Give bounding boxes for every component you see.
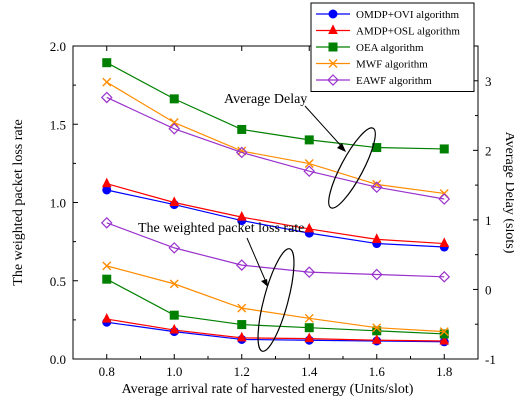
series-triangle [101,177,450,345]
series-x [102,77,449,337]
legend-label: OEA algorithm [356,42,424,54]
delay-point [169,118,179,128]
delay-line [106,183,445,245]
legend-marker [328,9,338,19]
legend-label: MWF algorithm [356,59,428,71]
annotations: Average Delay The weighted packet loss r… [138,92,376,352]
loss-rate-point [169,279,179,289]
delay-point [237,124,247,134]
loss-rate-point [439,334,450,345]
delay-point [304,222,315,233]
delay-point [236,210,247,221]
x-tick-label: 1.6 [369,364,386,379]
loss-rate-point [372,323,382,333]
loss-rate-arrow [246,237,267,283]
delay-line [106,189,445,248]
y2-axis-title: Average Delay (slots) [502,132,514,254]
loss-rate-point [304,323,314,333]
legend-marker [328,42,338,52]
loss-rate-line [106,318,445,342]
loss-rate-point [304,332,315,343]
loss-rate-point [169,323,180,334]
y-tick-label: 2.0 [50,39,66,54]
y2-tick-label: 3 [485,74,492,89]
loss-rate-point [100,216,113,229]
loss-rate-point [102,274,112,284]
x-tick-label: 1.0 [166,364,182,379]
x-axis-title: Average arrival rate of harvested energy… [122,382,414,397]
legend-label: AMDP+OSL algorithm [356,26,460,38]
delay-point [168,122,181,135]
y2-tick-label: 2 [485,143,492,158]
loss-rate-line [106,222,445,278]
loss-rate-point [236,331,247,342]
y2-tick-label: 0 [485,282,492,297]
y2-tick-label: 1 [485,213,492,228]
loss-rate-point [237,303,247,313]
delay-point [439,237,450,248]
delay-point [370,181,383,194]
delay-line [106,96,445,200]
delay-arrowhead [337,143,346,152]
legend-marker [328,59,338,68]
loss-rate-point [235,259,248,271]
y-tick-label: 0.0 [50,352,66,367]
delay-point [169,196,180,206]
legend-label: EAWF algorithm [356,75,432,87]
loss-rate-point [169,310,179,320]
delay-point [102,58,112,68]
delay-point [169,94,179,104]
annotation-average-delay: Average Delay [224,92,307,107]
delay-point [371,233,382,243]
series-diamond [100,91,451,283]
delay-point [100,91,113,104]
delay-point [304,135,314,145]
legend-marker [328,24,338,34]
loss-rate-point [237,320,247,330]
delay-ellipse [328,127,376,209]
delay-point [102,77,112,87]
loss-rate-point [370,268,383,281]
y-tick-label: 1.5 [50,117,66,132]
y-tick-label: 1.0 [50,196,66,211]
delay-point [303,165,316,178]
loss-rate-point [371,334,382,344]
y-axis-title: The weighted packet loss rate [11,119,26,285]
loss-rate-point [303,266,316,278]
loss-rate-arrowhead [261,279,268,287]
x-tick-label: 0.8 [99,364,115,379]
x-tick-label: 1.8 [436,364,452,379]
annotation-loss-rate: The weighted packet loss rate [138,221,304,236]
delay-point [235,146,248,159]
delay-point [304,159,314,169]
loss-rate-line [106,278,445,335]
legend-label: OMDP+OVI algorithm [356,9,460,21]
delay-arrow [304,105,344,149]
loss-rate-point [439,327,449,337]
delay-point [101,177,112,188]
loss-rate-point [438,270,451,283]
axes: 0.8 1.0 1.2 1.4 1.6 1.8 0.0 0.5 1.0 1.5 2.0 -1 0 1 2 3 A… [11,39,514,397]
loss-rate-point [439,329,449,339]
loss-rate-line [106,321,445,343]
y-tick-label: 0.5 [50,274,66,289]
loss-rate-point [168,242,181,254]
x-tick-label: 1.2 [234,364,250,379]
loss-rate-point [101,312,112,323]
legend: OMDP+OVI algorithm AMDP+OSL algorithm OEA … [310,2,475,92]
legend-marker [327,74,339,86]
loss-rate-line [106,265,445,333]
delay-point [438,193,451,205]
loss-rate-ellipse [257,248,295,352]
delay-line [106,62,445,150]
delay-line [106,81,445,195]
loss-rate-point [102,261,112,271]
series-group [100,58,451,347]
y2-tick-label: -1 [485,352,496,367]
delay-point [439,144,449,154]
loss-rate-point [304,313,314,323]
x-tick-label: 1.4 [301,364,318,379]
